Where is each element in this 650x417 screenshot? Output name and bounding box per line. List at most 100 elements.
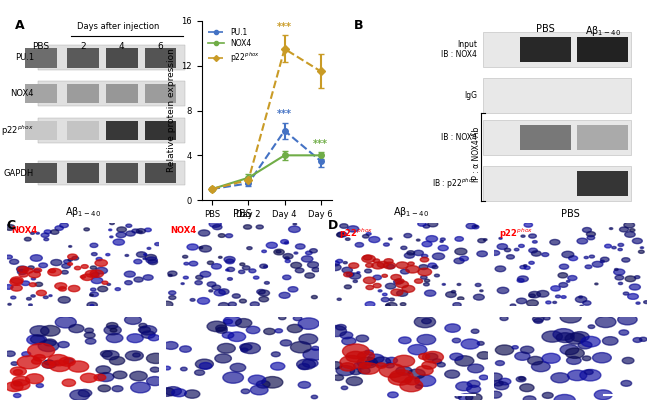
Circle shape xyxy=(302,256,313,262)
Circle shape xyxy=(456,382,472,391)
Circle shape xyxy=(218,303,229,308)
Circle shape xyxy=(450,353,463,360)
Circle shape xyxy=(296,359,315,369)
Circle shape xyxy=(51,230,59,234)
Circle shape xyxy=(138,327,150,333)
Circle shape xyxy=(256,225,263,229)
Circle shape xyxy=(542,331,562,342)
Circle shape xyxy=(582,228,592,232)
Circle shape xyxy=(143,275,153,280)
Circle shape xyxy=(413,250,423,256)
Circle shape xyxy=(44,296,48,299)
Text: D: D xyxy=(328,219,339,232)
Circle shape xyxy=(94,374,106,381)
Circle shape xyxy=(312,346,319,350)
Circle shape xyxy=(30,326,49,336)
Circle shape xyxy=(230,363,246,372)
Circle shape xyxy=(594,390,612,400)
Circle shape xyxy=(28,343,55,358)
Circle shape xyxy=(521,346,534,354)
Circle shape xyxy=(81,274,93,281)
Text: NOX4: NOX4 xyxy=(10,89,34,98)
Circle shape xyxy=(271,352,280,357)
Circle shape xyxy=(343,344,369,359)
Circle shape xyxy=(391,289,403,296)
Circle shape xyxy=(250,385,268,395)
Text: NOX4: NOX4 xyxy=(11,226,37,236)
Circle shape xyxy=(39,263,47,268)
Circle shape xyxy=(144,254,147,255)
Circle shape xyxy=(612,246,616,249)
Circle shape xyxy=(340,332,353,339)
Circle shape xyxy=(619,330,629,335)
Circle shape xyxy=(110,328,117,332)
Circle shape xyxy=(385,283,396,289)
Circle shape xyxy=(528,291,541,298)
Text: ***: *** xyxy=(277,110,292,120)
Circle shape xyxy=(69,246,72,247)
Circle shape xyxy=(541,253,549,256)
Circle shape xyxy=(181,367,187,371)
Circle shape xyxy=(356,335,369,342)
Circle shape xyxy=(195,281,202,285)
Circle shape xyxy=(373,259,380,263)
Circle shape xyxy=(224,316,241,326)
Circle shape xyxy=(590,255,595,258)
Circle shape xyxy=(312,268,320,272)
Circle shape xyxy=(143,258,146,259)
Circle shape xyxy=(91,273,99,277)
Circle shape xyxy=(10,367,27,376)
Circle shape xyxy=(250,302,259,307)
Circle shape xyxy=(418,221,426,226)
Circle shape xyxy=(311,395,318,399)
Circle shape xyxy=(394,279,402,284)
Circle shape xyxy=(90,288,96,291)
Circle shape xyxy=(222,332,234,338)
Circle shape xyxy=(595,283,598,285)
Text: 2: 2 xyxy=(81,42,86,50)
Circle shape xyxy=(359,363,379,374)
Circle shape xyxy=(35,282,43,286)
Circle shape xyxy=(372,262,384,269)
Circle shape xyxy=(27,297,31,300)
Circle shape xyxy=(385,363,395,368)
Circle shape xyxy=(340,363,355,371)
Circle shape xyxy=(376,363,386,368)
Circle shape xyxy=(185,390,200,398)
Circle shape xyxy=(92,253,97,256)
Circle shape xyxy=(551,286,560,291)
Circle shape xyxy=(497,287,509,294)
Circle shape xyxy=(422,352,443,363)
Circle shape xyxy=(421,257,429,262)
Circle shape xyxy=(72,256,79,260)
Circle shape xyxy=(125,281,132,285)
Circle shape xyxy=(98,286,108,291)
Circle shape xyxy=(62,270,68,274)
Circle shape xyxy=(218,344,235,353)
Circle shape xyxy=(228,332,246,342)
Circle shape xyxy=(183,255,188,258)
Circle shape xyxy=(42,361,55,368)
Circle shape xyxy=(404,253,415,258)
Circle shape xyxy=(31,255,42,261)
Circle shape xyxy=(491,251,500,255)
Text: ***: *** xyxy=(313,138,328,148)
Circle shape xyxy=(164,342,178,349)
Circle shape xyxy=(514,249,519,251)
Circle shape xyxy=(168,274,172,276)
Circle shape xyxy=(70,390,90,400)
Circle shape xyxy=(359,362,370,368)
Circle shape xyxy=(388,372,412,385)
Circle shape xyxy=(181,283,184,284)
Circle shape xyxy=(309,249,317,253)
Legend: PU.1, NOX4, p22$^{phox}$: PU.1, NOX4, p22$^{phox}$ xyxy=(205,25,263,68)
Circle shape xyxy=(232,294,240,298)
Circle shape xyxy=(517,279,524,282)
Circle shape xyxy=(432,359,441,364)
Circle shape xyxy=(32,359,42,364)
Text: IP : α NOX4 Ab: IP : α NOX4 Ab xyxy=(473,127,482,182)
Circle shape xyxy=(340,356,364,369)
Circle shape xyxy=(558,273,567,278)
Circle shape xyxy=(477,342,484,345)
Circle shape xyxy=(363,277,376,284)
